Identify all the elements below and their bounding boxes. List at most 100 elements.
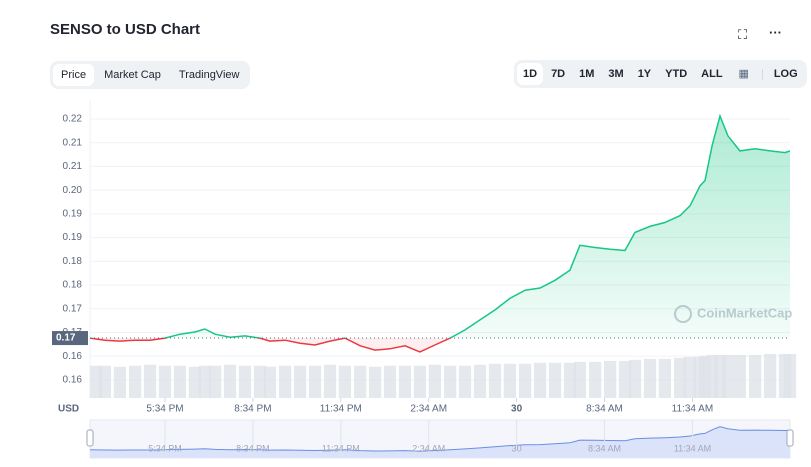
volume-bar — [98, 365, 112, 398]
volume-bar — [238, 365, 252, 398]
volume-bar — [618, 360, 632, 398]
y-tick-label: 0.16 — [63, 375, 83, 386]
volume-bar — [279, 365, 292, 398]
volume-bar — [783, 354, 797, 398]
volume-bar — [533, 362, 547, 398]
x-tick-label: 8:34 PM — [234, 404, 271, 415]
volume-bar — [674, 357, 687, 398]
navigator-tick-label: 8:34 PM — [236, 443, 270, 453]
volume-bar — [188, 366, 202, 398]
volume-bar — [338, 365, 352, 398]
volume-bar — [209, 365, 222, 398]
separator: | — [760, 68, 764, 80]
x-tick-label: 8:34 AM — [586, 404, 623, 415]
navigator-tick-label: 2:34 AM — [412, 443, 445, 453]
y-tick-label: 0.22 — [63, 114, 83, 125]
volume-bar — [223, 364, 237, 398]
volume-bar — [308, 365, 322, 398]
volume-bar — [113, 366, 126, 398]
x-tick-label: 11:34 AM — [672, 404, 714, 415]
price-area-down — [90, 338, 790, 352]
volume-bar — [683, 356, 697, 398]
y-tick-label: 0.19 — [63, 208, 83, 219]
range-button[interactable]: 3M — [608, 68, 624, 80]
volume-bar — [368, 366, 382, 398]
navigator-handle[interactable] — [786, 429, 794, 447]
volume-bar — [603, 360, 617, 398]
tab-group: Price Market Cap TradingView — [50, 61, 251, 89]
fullscreen-icon[interactable]: ⛶ — [738, 27, 748, 42]
volume-bar — [458, 365, 472, 398]
price-line-up — [90, 113, 790, 339]
y-tick-label: 0.16 — [63, 351, 83, 362]
log-button[interactable]: LOG — [773, 68, 798, 80]
volume-bar — [473, 364, 487, 398]
volume-bar — [173, 365, 187, 398]
volume-bar — [488, 363, 502, 398]
volume-bar — [428, 364, 441, 398]
current-price-label: 0.17 — [56, 333, 76, 344]
x-tick-label: 11:34 PM — [320, 404, 362, 415]
y-tick-label: 0.19 — [63, 232, 83, 243]
volume-bar — [354, 365, 367, 398]
navigator-tick-label: 11:34 PM — [322, 443, 360, 453]
range-group: 1D 7D 1M 3M 1Y YTD ALL ▦ | LOG — [514, 60, 807, 88]
tab[interactable]: TradingView — [178, 69, 240, 81]
navigator-tick-label: 8:34 AM — [588, 443, 621, 453]
y-tick-label: 0.18 — [63, 256, 83, 267]
y-tick-label: 0.21 — [63, 137, 83, 148]
volume-bar — [548, 362, 562, 398]
volume-bar — [643, 358, 657, 398]
current-price-badge — [52, 331, 88, 346]
y-tick-label: 0.17 — [63, 303, 83, 314]
navigator-handle[interactable] — [86, 429, 94, 447]
volume-bar — [721, 354, 734, 398]
volume-bar — [413, 365, 427, 398]
navigator-tick-label: 5:34 PM — [148, 443, 182, 453]
volume-bar — [398, 365, 412, 398]
y-tick-label: 0.21 — [63, 161, 83, 172]
price-area — [165, 116, 790, 339]
navigator-line — [89, 426, 791, 452]
volume-bar — [589, 361, 602, 398]
volume-bar — [658, 358, 671, 398]
volume-bar — [749, 354, 762, 398]
tab[interactable]: Price — [53, 64, 95, 86]
volume-bar — [263, 366, 277, 398]
range-button[interactable]: ALL — [701, 68, 723, 80]
volume-bar — [503, 363, 516, 398]
volume-bar — [293, 365, 307, 398]
volume-bar — [628, 359, 642, 398]
volume-bar — [158, 365, 172, 398]
range-button[interactable]: 7D — [551, 68, 566, 80]
volume-bar — [253, 365, 267, 398]
volume-bar — [323, 364, 337, 398]
range-button[interactable]: 1M — [579, 68, 595, 80]
calendar-button[interactable]: ▦ — [738, 68, 749, 80]
x-tick-label: 2:34 AM — [410, 404, 447, 415]
volume-bar — [143, 364, 157, 398]
x-tick-label: 5:34 PM — [146, 404, 183, 415]
range-button[interactable]: YTD — [665, 68, 688, 80]
y-tick-label: 0.20 — [63, 185, 83, 196]
volume-bar — [383, 365, 397, 398]
tab[interactable]: Market Cap — [104, 69, 161, 81]
volume-bar — [733, 354, 746, 398]
range-button[interactable]: 1D — [517, 63, 544, 85]
y-tick-label: 0.18 — [63, 280, 83, 291]
navigator-tick-label: 11:34 AM — [674, 443, 711, 453]
volume-bar — [563, 362, 577, 398]
volume-bar — [444, 365, 457, 398]
navigator-tick-label: 30 — [512, 443, 522, 453]
x-tick-label: 30 — [511, 404, 523, 415]
volume-bar — [198, 365, 211, 398]
title: SENSO to USD Chart — [50, 21, 201, 38]
range-button[interactable]: 1Y — [637, 68, 652, 80]
y-unit-label: USD — [58, 404, 79, 415]
volume-bar — [519, 363, 532, 398]
more-icon[interactable]: ··· — [769, 25, 782, 40]
volume-bar — [129, 365, 142, 398]
volume-bar — [763, 354, 777, 398]
